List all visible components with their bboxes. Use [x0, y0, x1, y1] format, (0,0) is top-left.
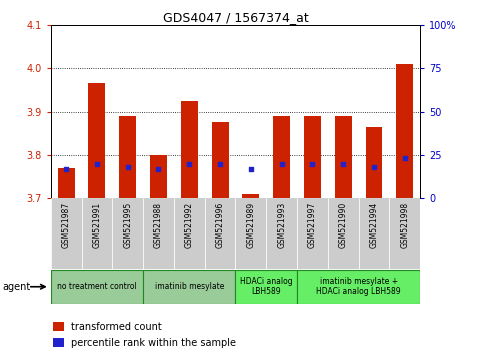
- Bar: [297, 198, 328, 269]
- Text: agent: agent: [2, 282, 30, 292]
- Text: GSM521996: GSM521996: [215, 202, 225, 248]
- Bar: [212, 122, 228, 198]
- Bar: [150, 155, 167, 198]
- Bar: [297, 270, 420, 304]
- Text: no treatment control: no treatment control: [57, 282, 137, 291]
- Point: [155, 166, 162, 172]
- Bar: [335, 116, 352, 198]
- Bar: [266, 198, 297, 269]
- Bar: [143, 198, 174, 269]
- Point: [340, 161, 347, 166]
- Bar: [143, 270, 236, 304]
- Bar: [242, 194, 259, 198]
- Bar: [328, 198, 358, 269]
- Point: [247, 166, 255, 172]
- Bar: [57, 168, 74, 198]
- Text: GSM521997: GSM521997: [308, 202, 317, 248]
- Bar: [82, 198, 112, 269]
- Text: GSM521992: GSM521992: [185, 202, 194, 248]
- Text: GSM521989: GSM521989: [246, 202, 256, 248]
- Point: [185, 161, 193, 166]
- Text: percentile rank within the sample: percentile rank within the sample: [71, 338, 236, 348]
- Text: GSM521994: GSM521994: [369, 202, 379, 248]
- Point: [370, 164, 378, 170]
- Bar: [397, 64, 413, 198]
- Bar: [366, 127, 383, 198]
- Text: GSM521988: GSM521988: [154, 202, 163, 248]
- Bar: [51, 198, 82, 269]
- Bar: [236, 198, 266, 269]
- Point: [216, 161, 224, 166]
- Bar: [273, 116, 290, 198]
- Bar: [88, 83, 105, 198]
- Text: imatinib mesylate +
HDACi analog LBH589: imatinib mesylate + HDACi analog LBH589: [316, 277, 401, 296]
- Title: GDS4047 / 1567374_at: GDS4047 / 1567374_at: [163, 11, 308, 24]
- Text: imatinib mesylate: imatinib mesylate: [155, 282, 224, 291]
- Point: [401, 155, 409, 161]
- Bar: [119, 116, 136, 198]
- Bar: [53, 338, 64, 347]
- Bar: [51, 270, 143, 304]
- Text: GSM521995: GSM521995: [123, 202, 132, 248]
- Bar: [181, 101, 198, 198]
- Bar: [304, 116, 321, 198]
- Point: [309, 161, 316, 166]
- Text: GSM521998: GSM521998: [400, 202, 409, 248]
- Text: GSM521993: GSM521993: [277, 202, 286, 248]
- Point: [62, 166, 70, 172]
- Bar: [112, 198, 143, 269]
- Text: GSM521987: GSM521987: [62, 202, 71, 248]
- Bar: [53, 322, 64, 331]
- Bar: [389, 198, 420, 269]
- Bar: [358, 198, 389, 269]
- Point: [278, 161, 285, 166]
- Text: HDACi analog
LBH589: HDACi analog LBH589: [240, 277, 293, 296]
- Text: GSM521991: GSM521991: [92, 202, 101, 248]
- Text: transformed count: transformed count: [71, 322, 161, 332]
- Bar: [236, 270, 297, 304]
- Point: [124, 164, 131, 170]
- Bar: [205, 198, 236, 269]
- Point: [93, 161, 101, 166]
- Bar: [174, 198, 205, 269]
- Text: GSM521990: GSM521990: [339, 202, 348, 248]
